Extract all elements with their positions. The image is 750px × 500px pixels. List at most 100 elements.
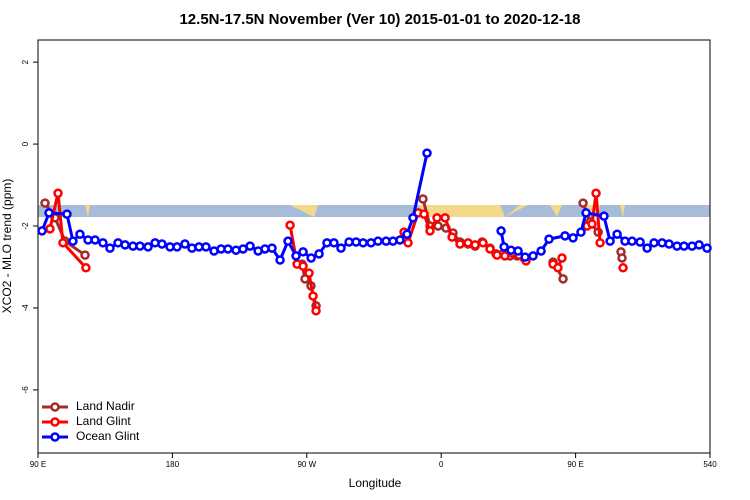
point	[627, 236, 637, 246]
point	[283, 236, 293, 246]
point	[485, 244, 495, 254]
point	[560, 231, 570, 241]
point	[311, 306, 321, 316]
point	[45, 224, 55, 234]
x-tick-label: 90 W	[297, 460, 316, 469]
point	[298, 247, 308, 257]
point	[513, 246, 523, 256]
point	[694, 240, 704, 250]
legend-marker	[50, 402, 60, 412]
point	[275, 255, 285, 265]
point	[358, 238, 368, 248]
point	[528, 251, 538, 261]
point	[664, 239, 674, 249]
point	[605, 236, 615, 246]
y-tick-label: -6	[21, 386, 30, 394]
point	[418, 194, 428, 204]
point	[306, 253, 316, 263]
point	[120, 240, 130, 250]
point	[587, 219, 597, 229]
y-tick-label: -4	[21, 304, 30, 312]
point	[557, 253, 567, 263]
point	[81, 263, 91, 273]
point	[544, 234, 554, 244]
point	[440, 213, 450, 223]
land-ocean-strip	[38, 205, 710, 217]
point	[553, 263, 563, 273]
x-tick-label: 90 E	[30, 460, 46, 469]
point	[157, 239, 167, 249]
point	[578, 198, 588, 208]
point	[285, 220, 295, 230]
point	[180, 239, 190, 249]
point	[595, 238, 605, 248]
point	[422, 148, 432, 158]
point	[496, 226, 506, 236]
point	[223, 244, 233, 254]
point	[308, 291, 318, 301]
point	[105, 243, 115, 253]
point	[492, 250, 502, 260]
point	[90, 235, 100, 245]
x-tick-label: 180	[166, 460, 180, 469]
point	[395, 235, 405, 245]
point	[581, 208, 591, 218]
point	[44, 208, 54, 218]
point	[68, 236, 78, 246]
point	[37, 226, 47, 236]
point	[612, 229, 622, 239]
series-line	[48, 192, 88, 269]
legend-label: Land Glint	[76, 414, 131, 428]
x-tick-label: 90 E	[567, 460, 583, 469]
point	[58, 238, 68, 248]
point	[403, 238, 413, 248]
x-tick-label: 0	[439, 460, 444, 469]
point	[402, 229, 412, 239]
point	[40, 198, 50, 208]
legend-label: Land Nadir	[76, 399, 135, 413]
point	[702, 243, 712, 253]
point	[201, 242, 211, 252]
point	[520, 252, 530, 262]
point	[470, 240, 480, 250]
point	[478, 238, 488, 248]
point	[599, 211, 609, 221]
point	[291, 251, 301, 261]
point	[267, 243, 277, 253]
point	[591, 188, 601, 198]
point	[499, 242, 509, 252]
point	[642, 243, 652, 253]
point	[172, 242, 182, 252]
point	[304, 268, 314, 278]
y-tick-label: -2	[21, 222, 30, 230]
point	[314, 249, 324, 259]
x-axis-label: Longitude	[349, 476, 402, 490]
point	[536, 246, 546, 256]
point	[447, 232, 457, 242]
point	[568, 233, 578, 243]
point	[419, 209, 429, 219]
point	[298, 261, 308, 271]
x-tick-label: 540	[703, 460, 717, 469]
legend-label: Ocean Glint	[76, 429, 140, 443]
point	[135, 241, 145, 251]
y-tick-label: 2	[21, 59, 30, 64]
point	[143, 242, 153, 252]
point	[433, 221, 443, 231]
point	[558, 274, 568, 284]
point	[62, 209, 72, 219]
point	[245, 241, 255, 251]
point	[53, 188, 63, 198]
point	[80, 250, 90, 260]
y-tick-label: 0	[21, 141, 30, 146]
point	[329, 238, 339, 248]
chart-title: 12.5N-17.5N November (Ver 10) 2015-01-01…	[179, 11, 580, 28]
point	[408, 213, 418, 223]
point	[618, 263, 628, 273]
point	[98, 238, 108, 248]
point	[432, 213, 442, 223]
y-axis-label: XCO2 - MLO trend (ppm)	[0, 179, 14, 314]
legend-marker	[50, 417, 60, 427]
legend-marker	[50, 432, 60, 442]
